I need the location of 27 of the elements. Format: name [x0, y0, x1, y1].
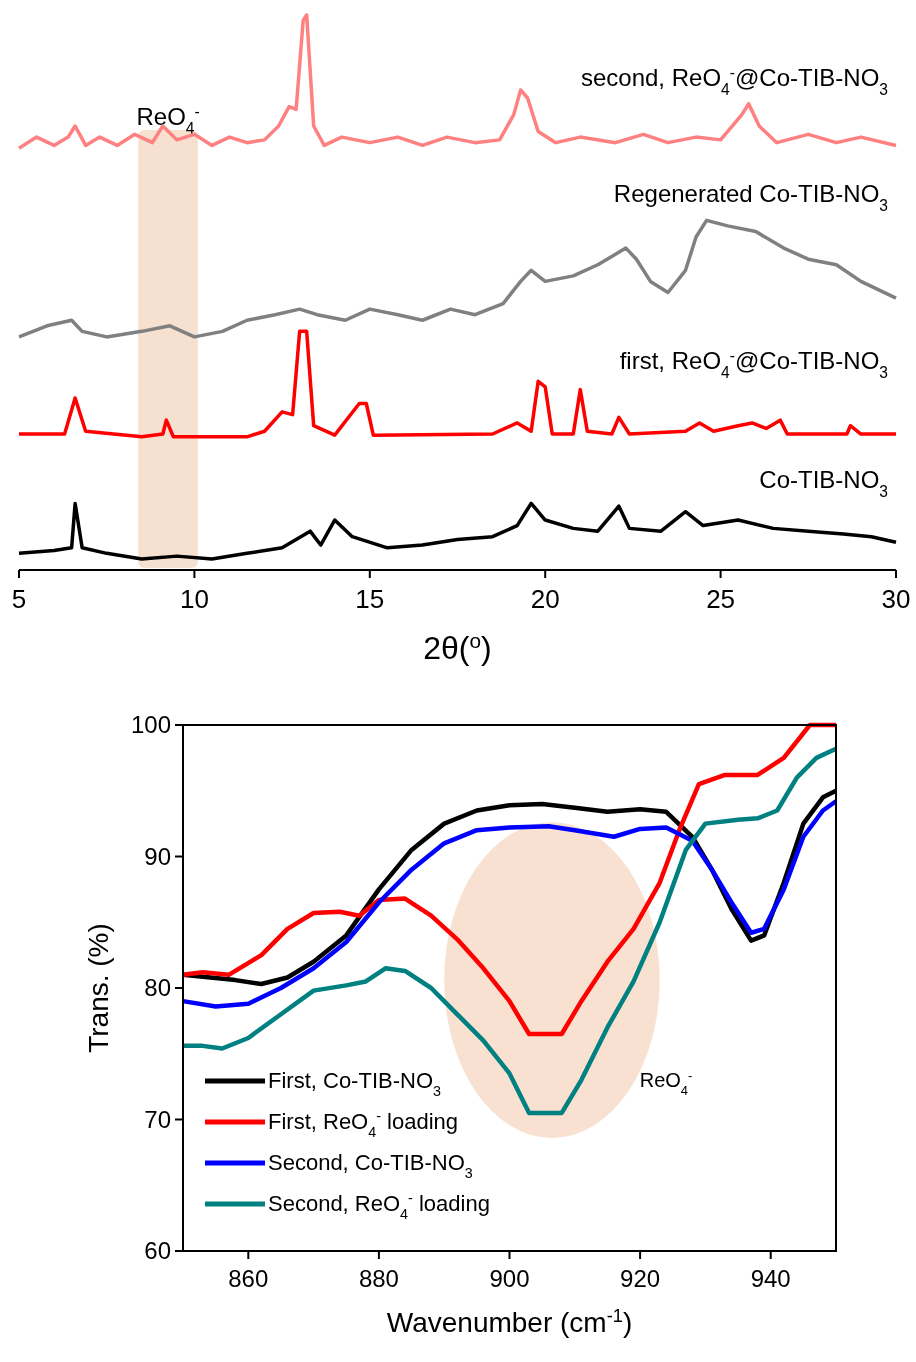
x-tick-label: 900 — [489, 1265, 530, 1292]
x-tick-label: 20 — [530, 584, 560, 614]
x-tick-label: 920 — [620, 1265, 661, 1292]
x-tick-label: 10 — [179, 584, 209, 614]
legend-label: Second, ReO$_{4}$$^{-}$ loading — [268, 1190, 490, 1222]
y-tick-label: 60 — [144, 1237, 171, 1265]
series-label: Regenerated Co-TIB-NO$_{3}$ — [613, 180, 888, 214]
x-tick-label: 15 — [355, 584, 385, 614]
x-tick-label: 940 — [750, 1265, 791, 1292]
y-axis-title: Trans. (%) — [83, 923, 114, 1053]
y-tick-label: 80 — [144, 974, 171, 1002]
series-label: Co-TIB-NO$_{3}$ — [759, 466, 888, 500]
series-label: first, ReO$_{4}$$^{-}$@Co-TIB-NO$_{3}$ — [619, 346, 888, 381]
x-axis-title: 2θ($^{o}$) — [423, 628, 492, 667]
series-label: second, ReO$_{4}$$^{-}$@Co-TIB-NO$_{3}$ — [580, 63, 888, 98]
x-tick-label: 880 — [358, 1265, 399, 1292]
x-tick-label: 5 — [11, 584, 27, 614]
legend-label: Second, Co-TIB-NO$_{3}$ — [268, 1150, 473, 1181]
y-tick-label: 100 — [130, 711, 171, 739]
y-tick-label: 90 — [144, 842, 171, 870]
x-axis-title: Wavenumber (cm$^{-1}$) — [386, 1305, 633, 1338]
legend-label: First, Co-TIB-NO$_{3}$ — [268, 1068, 441, 1099]
y-tick-label: 70 — [144, 1105, 171, 1133]
x-tick-label: 30 — [881, 584, 911, 614]
x-tick-label: 860 — [228, 1265, 269, 1292]
x-tick-label: 25 — [706, 584, 736, 614]
legend-label: First, ReO$_{4}$$^{-}$ loading — [268, 1108, 459, 1140]
